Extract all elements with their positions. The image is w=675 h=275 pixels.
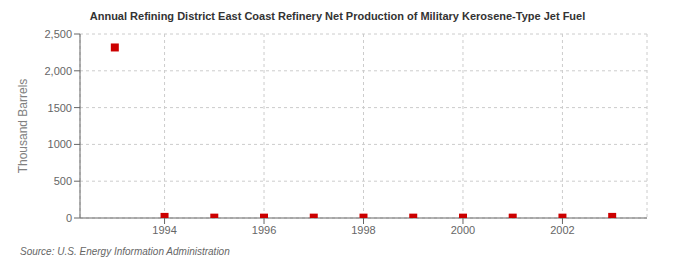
svg-text:2000: 2000 bbox=[451, 224, 475, 236]
svg-text:1998: 1998 bbox=[351, 224, 375, 236]
html-text:Source: U.S. Energy Informatio: Source: U.S. Energy Information Administ… bbox=[20, 246, 230, 257]
svg-text:1994: 1994 bbox=[152, 224, 176, 236]
svg-text:1000: 1000 bbox=[48, 138, 72, 150]
svg-text:1500: 1500 bbox=[48, 102, 72, 114]
svg-text:500: 500 bbox=[54, 175, 72, 187]
svg-text:Thousand Barrels: Thousand Barrels bbox=[16, 79, 30, 174]
svg-text:1996: 1996 bbox=[252, 224, 276, 236]
svg-text:0: 0 bbox=[66, 212, 72, 224]
svg-text:2,000: 2,000 bbox=[44, 65, 72, 77]
html-text:Annual Refining District East: Annual Refining District East Coast Refi… bbox=[89, 10, 586, 22]
svg-text:2002: 2002 bbox=[550, 224, 574, 236]
svg-text:2,500: 2,500 bbox=[44, 28, 72, 40]
